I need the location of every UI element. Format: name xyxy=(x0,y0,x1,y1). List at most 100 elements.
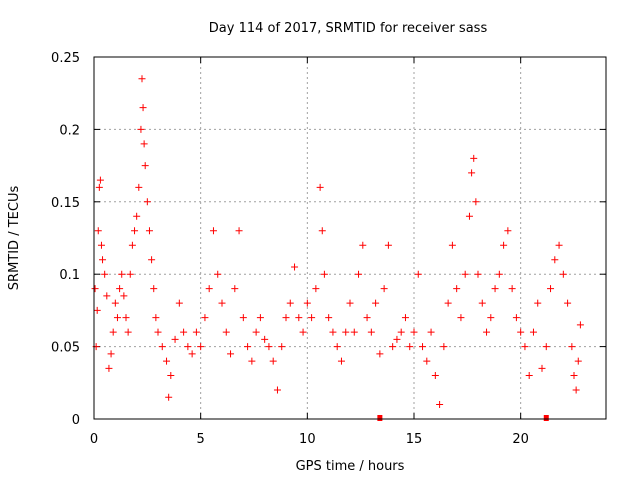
y-tick-label: 0.15 xyxy=(51,196,80,211)
data-point xyxy=(551,256,559,264)
data-point xyxy=(171,335,179,343)
data-point xyxy=(133,212,141,220)
grid-lines xyxy=(94,57,606,419)
data-point xyxy=(564,299,572,307)
data-point xyxy=(94,227,102,235)
data-point xyxy=(346,299,354,307)
data-point xyxy=(286,299,294,307)
data-point xyxy=(150,285,158,293)
data-point xyxy=(448,241,456,249)
missing-data-marker xyxy=(377,415,383,421)
data-point xyxy=(491,285,499,293)
data-point xyxy=(197,343,205,351)
data-point xyxy=(529,328,537,336)
data-point xyxy=(363,314,371,322)
data-point xyxy=(209,227,217,235)
data-point xyxy=(154,328,162,336)
data-point xyxy=(248,357,256,365)
data-point xyxy=(93,306,101,314)
data-point xyxy=(175,299,183,307)
data-point xyxy=(508,285,516,293)
data-point xyxy=(461,270,469,278)
data-point xyxy=(436,401,444,409)
data-point xyxy=(444,299,452,307)
data-point xyxy=(372,299,380,307)
data-point xyxy=(474,270,482,278)
data-point xyxy=(521,343,529,351)
data-point xyxy=(265,343,273,351)
data-point xyxy=(235,227,243,235)
data-point xyxy=(128,241,136,249)
data-point xyxy=(111,299,119,307)
data-point xyxy=(401,314,409,322)
data-point xyxy=(542,343,550,351)
data-point xyxy=(143,198,151,206)
data-point xyxy=(158,343,166,351)
data-point xyxy=(312,285,320,293)
data-point xyxy=(99,256,107,264)
x-tick-label: 20 xyxy=(512,432,529,447)
data-point xyxy=(342,328,350,336)
data-point xyxy=(465,212,473,220)
data-point xyxy=(148,256,156,264)
data-point xyxy=(570,372,578,380)
data-point xyxy=(457,314,465,322)
data-point xyxy=(512,314,520,322)
data-point xyxy=(468,169,476,177)
y-tick-label: 0.1 xyxy=(59,268,80,283)
data-point xyxy=(231,285,239,293)
y-axis-label: SRMTID / TECUs xyxy=(7,186,22,291)
data-point xyxy=(118,270,126,278)
data-point xyxy=(525,372,533,380)
data-point xyxy=(167,372,175,380)
data-point xyxy=(320,270,328,278)
x-tick-label: 15 xyxy=(406,432,423,447)
data-point xyxy=(273,386,281,394)
data-point xyxy=(131,227,139,235)
data-point xyxy=(180,328,188,336)
data-point xyxy=(113,314,121,322)
data-point xyxy=(423,357,431,365)
plot-frame xyxy=(93,56,607,420)
data-point xyxy=(547,285,555,293)
data-point xyxy=(244,343,252,351)
data-point xyxy=(517,328,525,336)
data-point xyxy=(350,328,358,336)
data-point xyxy=(318,227,326,235)
data-point xyxy=(145,227,153,235)
data-point xyxy=(555,241,563,249)
data-point xyxy=(538,364,546,372)
data-point xyxy=(427,328,435,336)
data-point xyxy=(97,241,105,249)
data-point xyxy=(184,343,192,351)
data-point xyxy=(329,328,337,336)
data-point xyxy=(299,328,307,336)
missing-data-marker xyxy=(543,415,549,421)
data-point xyxy=(419,343,427,351)
y-tick-label: 0.05 xyxy=(51,341,80,356)
data-point xyxy=(359,241,367,249)
data-point xyxy=(576,321,584,329)
data-point xyxy=(568,343,576,351)
data-point xyxy=(140,140,148,148)
y-tick-label: 0 xyxy=(72,413,80,428)
data-point xyxy=(500,241,508,249)
data-point xyxy=(120,292,128,300)
data-point xyxy=(188,350,196,358)
data-point xyxy=(291,263,299,271)
data-point xyxy=(192,328,200,336)
data-point xyxy=(337,357,345,365)
data-point xyxy=(367,328,375,336)
data-point xyxy=(406,343,414,351)
x-tick-label: 5 xyxy=(197,432,205,447)
data-point xyxy=(95,183,103,191)
data-point xyxy=(534,299,542,307)
data-point xyxy=(478,299,486,307)
data-point xyxy=(261,335,269,343)
data-point xyxy=(205,285,213,293)
data-point xyxy=(239,314,247,322)
x-tick-label: 0 xyxy=(90,432,98,447)
data-point xyxy=(440,343,448,351)
data-point xyxy=(165,393,173,401)
